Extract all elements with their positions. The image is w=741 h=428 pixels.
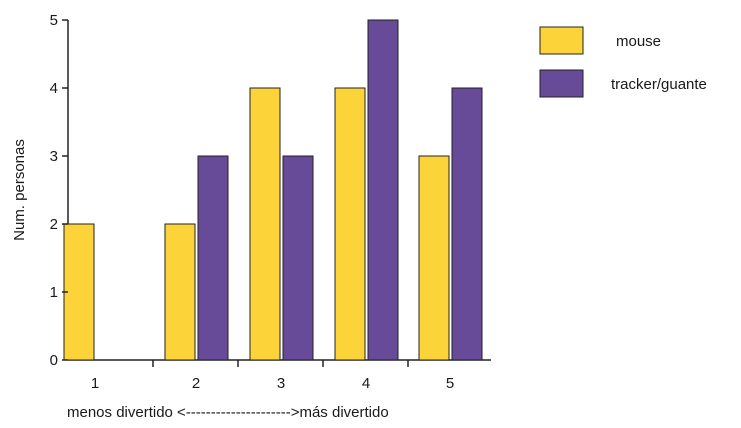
- bar-tracker-guante-2: [197, 155, 229, 361]
- legend-label-tracker-guante: tracker/guante: [611, 76, 707, 93]
- y-tick-label: 4: [50, 80, 58, 97]
- bar-mouse-5: [418, 155, 450, 361]
- bar-tracker-guante-5: [451, 87, 483, 361]
- y-tick-label: 0: [50, 352, 58, 369]
- bar-mouse-1: [63, 223, 95, 361]
- legend-swatch-mouse: [539, 26, 584, 55]
- bars-layer: [63, 19, 483, 361]
- y-tick-label: 2: [50, 216, 58, 233]
- bar-tracker-guante-3: [282, 155, 314, 361]
- y-tick-label: 3: [50, 148, 58, 165]
- legend-label-mouse: mouse: [616, 33, 661, 50]
- bar-mouse-2: [164, 223, 196, 361]
- legend: mouse tracker/guante: [539, 26, 707, 98]
- x-tick-label: 5: [446, 375, 454, 392]
- legend-swatch-tracker-guante: [539, 69, 584, 98]
- x-tick-label: 4: [362, 375, 370, 392]
- bar-mouse-4: [334, 87, 366, 361]
- ticks-layer: 0 1 2 3 4 5 1 2 3 4 5: [50, 12, 455, 392]
- x-tick-label: 3: [277, 375, 285, 392]
- bar-tracker-guante-4: [367, 19, 399, 361]
- y-tick-label: 5: [50, 12, 58, 29]
- bar-mouse-3: [249, 87, 281, 361]
- y-axis-label: Num. personas: [11, 139, 28, 241]
- x-axis-label: menos divertido <--------------------->m…: [67, 404, 389, 421]
- x-tick-label: 1: [91, 375, 99, 392]
- y-tick-label: 1: [50, 284, 58, 301]
- x-tick-label: 2: [192, 375, 200, 392]
